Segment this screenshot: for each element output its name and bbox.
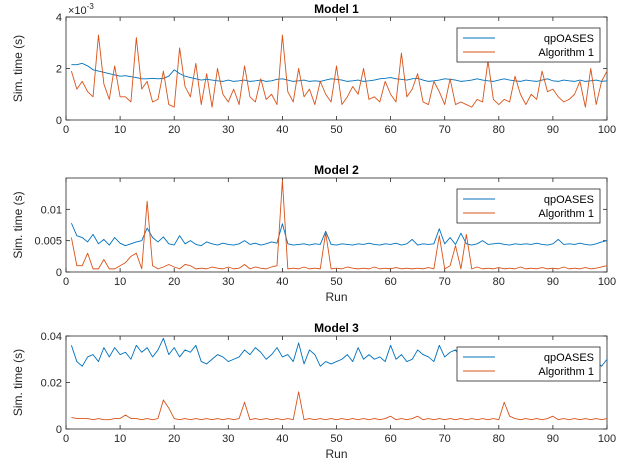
legend: qpOASES Algorithm 1: [456, 188, 601, 224]
series-line-qpoases: [70, 222, 608, 247]
y-axis-label: Sim. time (s): [11, 349, 25, 416]
x-tick-label: 50: [330, 433, 342, 445]
x-tick-label: 10: [114, 276, 126, 288]
legend-label: Algorithm 1: [538, 366, 594, 378]
x-tick-label: 40: [276, 276, 288, 288]
x-axis-label: Run: [325, 447, 347, 461]
chart-panel-2: Model 2 0 10 20 30 40 50 60 70 80 90 100 0 0.005 0.01 S…: [11, 163, 616, 304]
y-tick-label: 4: [56, 12, 62, 24]
x-tick-label: 40: [276, 433, 288, 445]
y-exponent-power: -3: [87, 2, 95, 11]
x-tick-label: 20: [168, 433, 180, 445]
y-tick-label: 0: [56, 267, 62, 279]
x-tick-label: 60: [384, 276, 396, 288]
x-tick-label: 90: [547, 433, 559, 445]
x-tick-label: 30: [222, 276, 234, 288]
legend-label: qpOASES: [544, 352, 594, 364]
legend-box: [456, 188, 601, 224]
y-axis-label: Sim. time (s): [11, 35, 25, 102]
legend-box: [456, 27, 601, 63]
chart-title: Model 2: [314, 163, 359, 177]
y-tick-label: 0.02: [41, 378, 62, 390]
x-tick-label: 100: [598, 124, 616, 136]
series-line-algorithm-1: [70, 180, 608, 270]
y-exponent-label: ×10-3: [68, 2, 94, 17]
x-tick-label: 10: [114, 433, 126, 445]
x-tick-label: 30: [222, 124, 234, 136]
series-line-algorithm-1: [70, 34, 608, 108]
legend-label: qpOASES: [544, 33, 594, 45]
chart-panel-3: Model 3 0 10 20 30 40 50 60 70 80 90 100 0 0.02 0.04 Si…: [11, 321, 616, 461]
x-tick-label: 0: [63, 433, 69, 445]
y-tick-label: 0: [56, 115, 62, 127]
x-tick-label: 0: [63, 124, 69, 136]
legend-box: [456, 346, 601, 382]
legend-label: Algorithm 1: [538, 208, 594, 220]
series-line-algorithm-1: [71, 391, 608, 421]
y-tick-label: 0.01: [41, 204, 62, 216]
y-axis-label: Sim. time (s): [11, 191, 25, 258]
x-tick-label: 80: [493, 276, 505, 288]
x-tick-label: 60: [384, 433, 396, 445]
x-tick-label: 70: [439, 276, 451, 288]
x-tick-label: 90: [547, 124, 559, 136]
legend-label: Algorithm 1: [538, 47, 594, 59]
x-tick-label: 50: [330, 124, 342, 136]
legend-label: qpOASES: [544, 194, 594, 206]
y-tick-label: 0: [56, 424, 62, 436]
x-tick-label: 10: [114, 124, 126, 136]
x-tick-label: 100: [598, 433, 616, 445]
x-tick-label: 80: [493, 433, 505, 445]
x-tick-label: 70: [439, 433, 451, 445]
x-tick-label: 100: [598, 276, 616, 288]
y-tick-label: 2: [56, 64, 62, 76]
y-tick-label: 0.005: [34, 236, 62, 248]
x-tick-label: 20: [168, 124, 180, 136]
y-tick-label: 0.04: [41, 331, 62, 343]
x-axis-label: Run: [325, 290, 347, 304]
chart-title: Model 3: [314, 321, 359, 335]
x-tick-label: 40: [276, 124, 288, 136]
chart-panel-1: Model 1 0 10 20 30 40 50 60 70 80 90 100 0 2 4 ×10-3 Sim…: [11, 2, 616, 136]
x-tick-label: 70: [439, 124, 451, 136]
x-tick-label: 30: [222, 433, 234, 445]
x-tick-label: 0: [63, 276, 69, 288]
legend: qpOASES Algorithm 1: [456, 27, 601, 63]
x-tick-label: 80: [493, 124, 505, 136]
x-tick-label: 50: [330, 276, 342, 288]
series-line-qpoases: [71, 62, 608, 82]
x-tick-label: 60: [384, 124, 396, 136]
legend: qpOASES Algorithm 1: [456, 346, 601, 382]
chart-title: Model 1: [314, 2, 359, 16]
x-tick-label: 90: [547, 276, 559, 288]
x-tick-label: 20: [168, 276, 180, 288]
